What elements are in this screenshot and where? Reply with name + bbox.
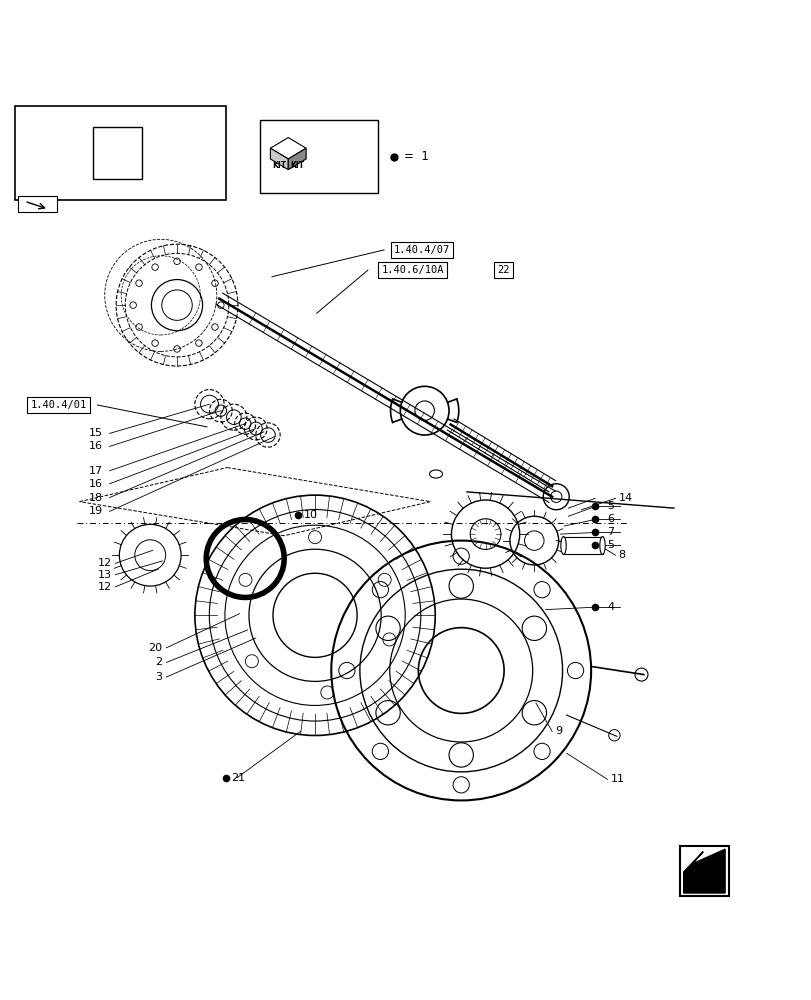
Text: 19: 19 [89,506,103,516]
Text: 3: 3 [155,672,162,682]
Text: =  1: = 1 [404,150,429,163]
Text: 12: 12 [98,582,112,592]
Text: 22: 22 [496,265,509,275]
Text: 11: 11 [610,774,624,784]
Text: 5: 5 [607,540,614,550]
FancyBboxPatch shape [563,537,602,554]
Polygon shape [270,138,306,159]
Text: 18: 18 [89,493,103,503]
Ellipse shape [429,470,442,478]
Text: KIT: KIT [272,161,286,170]
Text: 2: 2 [155,657,162,667]
Text: 16: 16 [89,441,103,451]
Text: 7: 7 [607,527,614,537]
Polygon shape [683,849,724,893]
Text: 1.40.6/10A: 1.40.6/10A [381,265,443,275]
FancyBboxPatch shape [15,106,225,200]
Text: 17: 17 [89,466,103,476]
Text: 12: 12 [98,558,112,568]
Text: 13: 13 [98,570,112,580]
Ellipse shape [599,537,604,554]
Text: 4: 4 [607,602,614,612]
Text: 1.40.4/07: 1.40.4/07 [393,245,450,255]
Text: 6: 6 [607,514,614,524]
Text: 5: 5 [607,501,614,511]
Text: 8: 8 [618,550,625,560]
FancyBboxPatch shape [93,127,142,179]
Text: 16: 16 [89,479,103,489]
Text: 10: 10 [303,510,317,520]
Ellipse shape [560,537,565,554]
Polygon shape [288,148,306,170]
Text: 20: 20 [148,643,162,653]
Text: 14: 14 [618,493,632,503]
Text: 15: 15 [89,428,103,438]
FancyBboxPatch shape [680,846,728,896]
Text: KIT: KIT [290,161,304,170]
Text: 1.40.4/01: 1.40.4/01 [30,400,87,410]
FancyBboxPatch shape [260,120,377,193]
Text: 21: 21 [231,773,245,783]
Text: 9: 9 [555,726,562,736]
FancyBboxPatch shape [18,196,57,212]
Polygon shape [270,148,288,170]
